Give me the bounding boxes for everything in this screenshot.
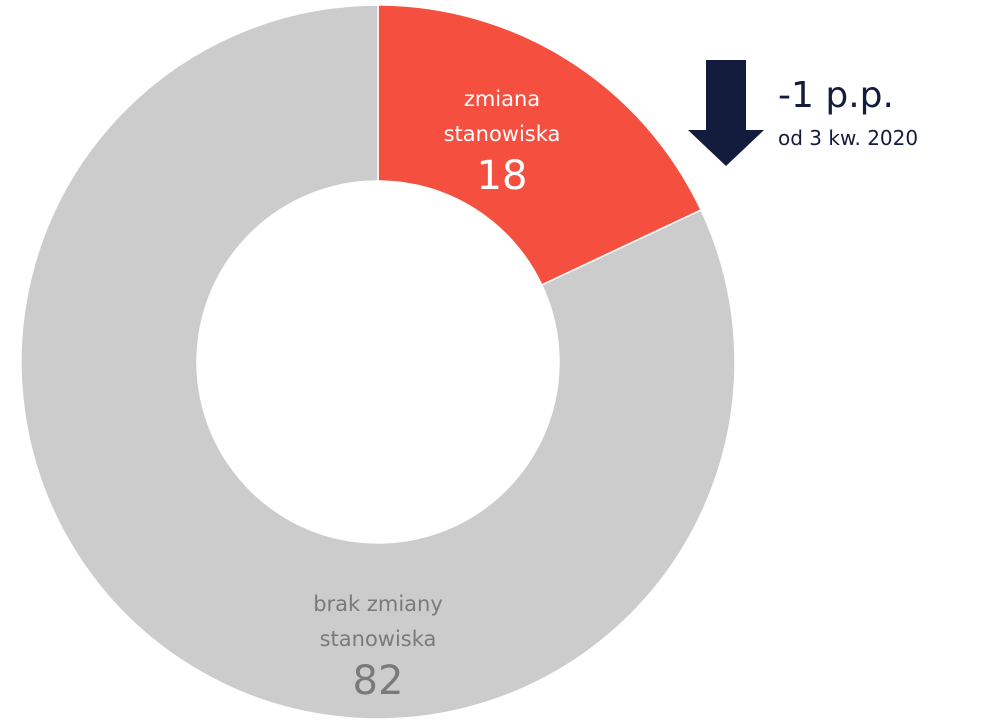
- segment-label: brak zmiany stanowiska 82: [293, 587, 463, 705]
- down-arrow: [688, 60, 764, 166]
- annotation-period: od 3 kw. 2020: [778, 126, 919, 150]
- donut-segment: [20, 4, 736, 720]
- category-label: brak zmiany stanowiska: [313, 592, 443, 651]
- segment-label: zmiana stanowiska 18: [417, 82, 587, 200]
- value-label: 82: [352, 658, 404, 704]
- donut-segment: [377, 4, 703, 286]
- category-label: zmiana stanowiska: [443, 87, 561, 146]
- value-label: 18: [476, 153, 528, 199]
- annotation-change: -1 p.p.: [778, 75, 894, 116]
